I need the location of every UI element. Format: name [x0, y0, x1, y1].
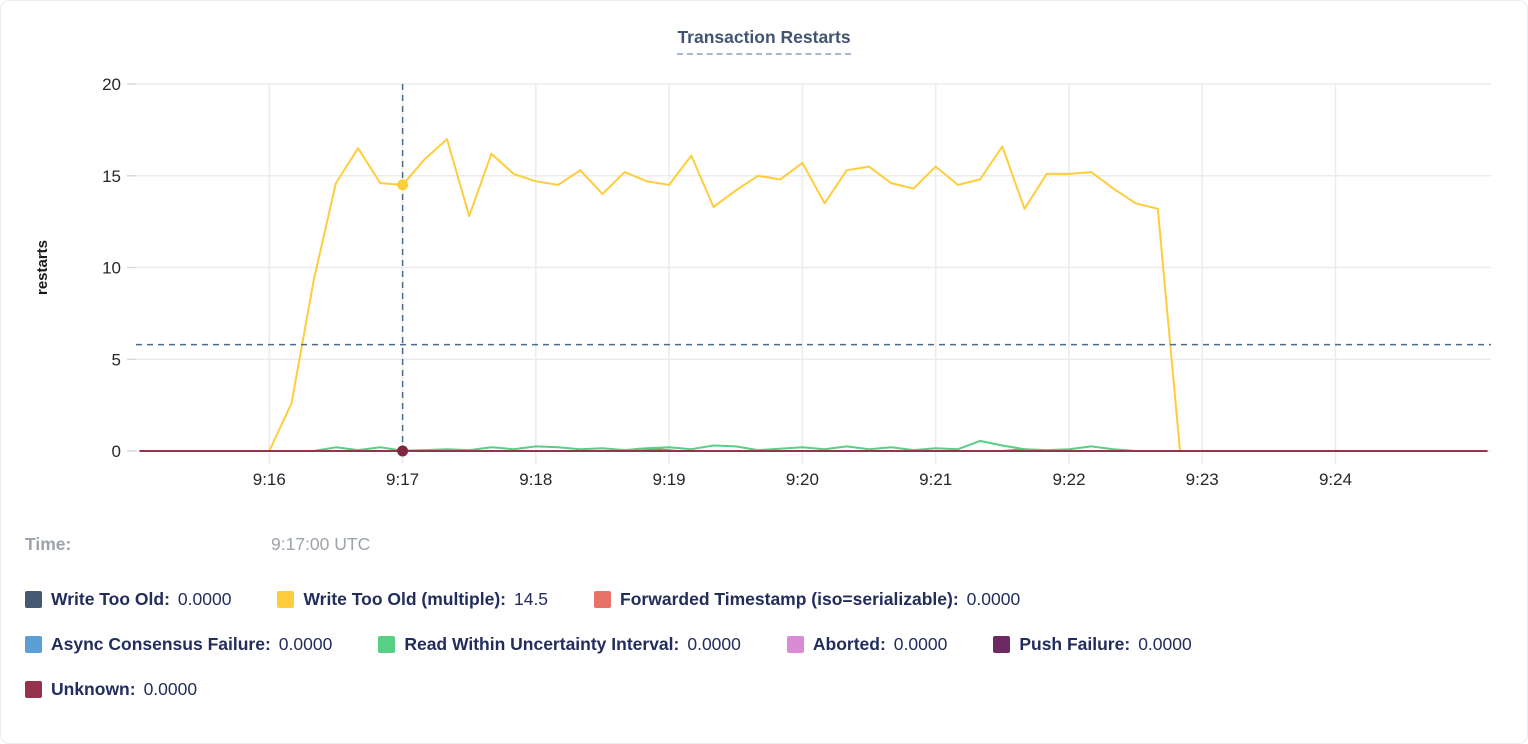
- legend-label: Read Within Uncertainty Interval:: [404, 634, 680, 654]
- legend-row-2: Async Consensus Failure: 0.0000 Read Withi…: [25, 634, 1503, 655]
- legend-item-aborted: Aborted: 0.0000: [786, 634, 948, 655]
- legend-label: Aborted:: [812, 634, 886, 654]
- legend-row-3: Unknown: 0.0000: [25, 679, 1503, 700]
- transaction-restarts-chart[interactable]: 0 5 10 15 20 restarts 9:16 9:17 9:18 9:19 9:20 9:21…: [1, 1, 1527, 506]
- legend-item-write-too-old: Write Too Old: 0.0000: [25, 589, 231, 610]
- svg-text:9:17: 9:17: [386, 470, 419, 489]
- svg-text:5: 5: [112, 350, 121, 369]
- legend-swatch-async-consensus-failure: [25, 636, 42, 653]
- legend-swatch-read-within-uncertainty-interval: [378, 636, 396, 653]
- legend-value: 0.0000: [177, 589, 232, 609]
- svg-text:9:22: 9:22: [1052, 470, 1085, 489]
- legend-value: 0.0000: [278, 634, 333, 654]
- legend-item-push-failure: Push Failure: 0.0000: [993, 634, 1192, 655]
- legend-label: Write Too Old:: [51, 589, 170, 609]
- legend-value: 14.5: [513, 589, 549, 609]
- hover-point-zero: [397, 445, 409, 457]
- legend-label: Unknown:: [51, 679, 136, 699]
- y-axis: 0 5 10 15 20 restarts: [34, 75, 1491, 461]
- svg-text:9:23: 9:23: [1186, 470, 1219, 489]
- svg-text:10: 10: [102, 259, 121, 278]
- legend-swatch-write-too-old: [25, 591, 42, 608]
- svg-text:9:21: 9:21: [919, 470, 952, 489]
- hover-point-write-too-old-multiple: [397, 179, 409, 191]
- svg-text:15: 15: [102, 167, 121, 186]
- legend-swatch-aborted: [786, 636, 804, 653]
- legend-item-unknown: Unknown: 0.0000: [25, 679, 197, 700]
- legend-swatch-push-failure: [993, 636, 1011, 653]
- legend-value: 0.0000: [687, 634, 741, 654]
- legend-label: Push Failure:: [1019, 634, 1131, 654]
- legend-row-1: Write Too Old: 0.0000 Write Too Old (multi…: [25, 589, 1503, 610]
- legend-label: Async Consensus Failure:: [51, 634, 271, 654]
- svg-text:9:19: 9:19: [653, 470, 686, 489]
- legend-value: 0.0000: [966, 589, 1021, 609]
- legend-value: 0.0000: [143, 679, 198, 699]
- svg-text:9:20: 9:20: [786, 470, 819, 489]
- legend-value: 0.0000: [893, 634, 948, 654]
- legend-item-read-within-uncertainty-interval: Read Within Uncertainty Interval: 0.0000: [378, 634, 741, 655]
- series-write-too-old-multiple: [139, 138, 1488, 452]
- legend-swatch-forwarded-timestamp-iso-serializable: [594, 591, 612, 608]
- chart-title-row: Transaction Restarts: [1, 27, 1527, 55]
- svg-text:20: 20: [102, 75, 121, 94]
- chart-title[interactable]: Transaction Restarts: [677, 27, 851, 55]
- svg-text:9:16: 9:16: [253, 470, 286, 489]
- time-value: 9:17:00 UTC: [271, 534, 371, 554]
- legend-label: Forwarded Timestamp (iso=serializable):: [620, 589, 959, 609]
- x-axis: 9:16 9:17 9:18 9:19 9:20 9:21 9:22 9:23 9:24: [253, 84, 1352, 489]
- time-label: Time:: [25, 534, 72, 554]
- legend-value: 0.0000: [1138, 634, 1192, 654]
- svg-text:0: 0: [112, 442, 121, 461]
- svg-text:9:24: 9:24: [1319, 470, 1352, 489]
- series-read-within-uncertainty-interval: [139, 439, 1488, 452]
- crosshair: [136, 84, 1491, 455]
- legend-swatch-unknown: [25, 681, 42, 698]
- y-axis-label: restarts: [34, 240, 51, 295]
- hover-time-row: Time: 9:17:00 UTC: [25, 534, 1503, 555]
- legend-swatch-write-too-old-multiple: [277, 591, 295, 608]
- svg-text:9:18: 9:18: [519, 470, 552, 489]
- legend-label: Write Too Old (multiple):: [303, 589, 506, 609]
- legend-item-write-too-old-multiple: Write Too Old (multiple): 14.5: [277, 589, 548, 610]
- legend-item-forwarded-timestamp-iso-serializable: Forwarded Timestamp (iso=serializable): 0…: [594, 589, 1020, 610]
- legend-item-async-consensus-failure: Async Consensus Failure: 0.0000: [25, 634, 332, 655]
